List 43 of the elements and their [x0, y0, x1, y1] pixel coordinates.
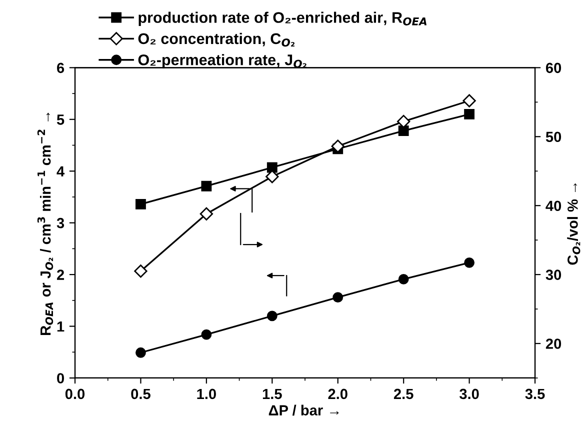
point	[397, 114, 410, 128]
x-tick-label: 0.5	[131, 388, 150, 400]
x-tick-label: 1.0	[197, 388, 216, 400]
legend-label: production rate of O₂-enriched air, R$_{OEA}$	[138, 12, 426, 26]
point	[398, 274, 409, 284]
point	[201, 180, 212, 192]
x-axis-title: ΔP / bar →	[268, 404, 339, 416]
y-tick-label: 1	[57, 322, 64, 332]
y-tick-label: 4	[56, 166, 65, 176]
y-tick-label: 5	[56, 114, 64, 125]
point	[266, 162, 278, 173]
x-tick-label: 2.0	[328, 388, 348, 400]
y-tick-label: 0	[57, 373, 64, 384]
point	[462, 94, 476, 108]
y2-tick-label: 40	[546, 200, 562, 212]
point	[464, 257, 475, 268]
y-tick-label: 2	[56, 270, 64, 280]
point	[266, 310, 278, 322]
x-tick-label: 2.5	[394, 388, 414, 400]
x-tick-label: 1.5	[262, 388, 282, 400]
y2-tick-label: 60	[546, 62, 562, 74]
y-tick-label: 6	[57, 62, 64, 74]
y2-tick-label: 50	[546, 132, 562, 142]
y2-axis-title: C$_{O₂}$/vol % →	[567, 183, 580, 265]
legend-label: O₂-permeation rate, J$_{O₂}$	[138, 54, 306, 68]
x-tick-label: 0.0	[65, 388, 85, 400]
point	[136, 347, 146, 358]
point	[201, 329, 212, 340]
point	[134, 264, 148, 278]
y-tick-label: 3	[56, 218, 64, 228]
y2-tick-label: 30	[546, 270, 562, 280]
point	[136, 199, 146, 210]
x-tick-label: 3.5	[525, 388, 545, 400]
legend-label: O₂ concentration, C$_{O₂}$	[138, 32, 294, 47]
point	[266, 170, 279, 184]
y2-tick-label: 20	[546, 338, 562, 349]
point	[398, 126, 409, 136]
point	[332, 292, 344, 303]
point	[331, 140, 344, 153]
text: R$_{OEA}$ or J$_{O₂}$ / cm$^{3}$ min$^{−1}$ cm$^{−2}$ →	[37, 112, 54, 335]
x-tick-label: 3.0	[460, 388, 479, 400]
point	[200, 207, 214, 220]
point	[464, 109, 475, 120]
